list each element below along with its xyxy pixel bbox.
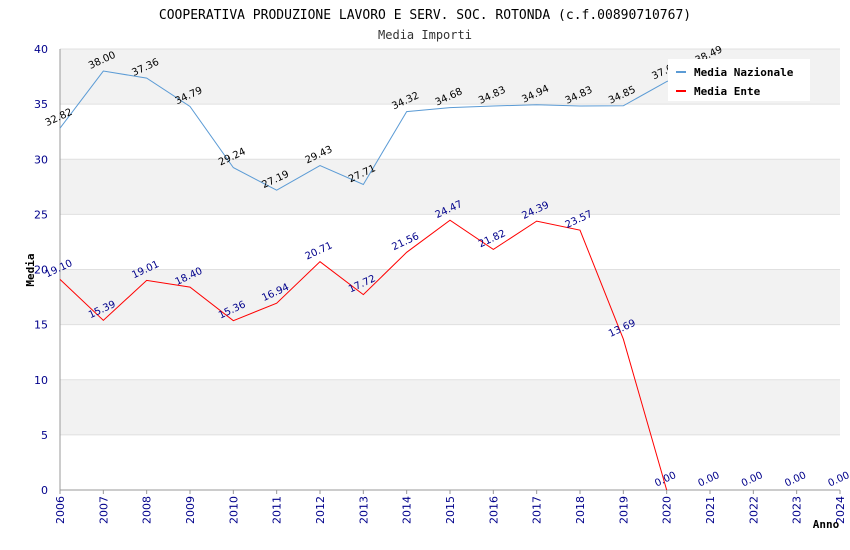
x-tick-label: 2006: [54, 496, 67, 524]
x-tick-label: 2016: [487, 496, 500, 524]
x-tick-label: 2008: [141, 496, 154, 524]
series-line-media-ente: [59, 219, 668, 491]
y-tick-label: 40: [34, 43, 48, 56]
x-tick-label: 2023: [791, 496, 804, 524]
x-ticks: 2006 2007 2008 2009 2010 2011 2012 2013 2014 2015…: [54, 490, 847, 524]
x-tick-label: 2015: [444, 496, 457, 524]
y-axis-label: Media: [24, 253, 37, 286]
legend-box: [668, 59, 810, 101]
x-axis-label: Anno: [813, 518, 840, 531]
x-tick-label: 2024: [834, 496, 847, 524]
chart-title: COOPERATIVA PRODUZIONE LAVORO E SERV. SO…: [159, 8, 691, 23]
y-tick-label: 10: [34, 374, 48, 387]
series-lines: [59, 65, 711, 491]
x-tick-label: 2021: [704, 496, 717, 524]
grid-band: [60, 269, 840, 325]
y-tick-label: 30: [34, 153, 48, 166]
y-tick-label: 0: [41, 484, 48, 497]
chart-subtitle: Media Importi: [378, 28, 472, 42]
grid-band: [60, 214, 840, 270]
grid-band: [60, 434, 840, 490]
series-line-media-nazionale: [59, 65, 711, 191]
grid-bands: [60, 49, 840, 490]
x-tick-label: 2012: [314, 496, 327, 524]
grid-band: [60, 159, 840, 215]
y-tick-label: 5: [41, 429, 48, 442]
x-tick-label: 2009: [184, 496, 197, 524]
x-tick-label: 2014: [401, 496, 414, 524]
legend-label: Media Ente: [694, 85, 761, 98]
y-tick-label: 15: [34, 319, 48, 332]
y-tick-label: 35: [34, 98, 48, 111]
y-ticks: 0 5 10 15 20 25 30 35 40: [34, 43, 48, 497]
y-tick-label: 20: [34, 264, 48, 277]
y-tick-label: 25: [34, 208, 48, 221]
x-tick-label: 2007: [97, 496, 110, 524]
x-tick-label: 2010: [227, 496, 240, 524]
grid-band: [60, 379, 840, 435]
legend-label: Media Nazionale: [694, 66, 794, 79]
x-tick-label: 2011: [271, 496, 284, 524]
x-tick-label: 2022: [747, 496, 760, 524]
grid-band: [60, 104, 840, 160]
x-tick-label: 2020: [661, 496, 674, 524]
grid-band: [60, 324, 840, 380]
x-tick-label: 2019: [617, 496, 630, 524]
x-tick-label: 2013: [357, 496, 370, 524]
x-tick-label: 2018: [574, 496, 587, 524]
x-tick-label: 2017: [531, 496, 544, 524]
legend: Media Nazionale Media Ente: [668, 59, 810, 101]
